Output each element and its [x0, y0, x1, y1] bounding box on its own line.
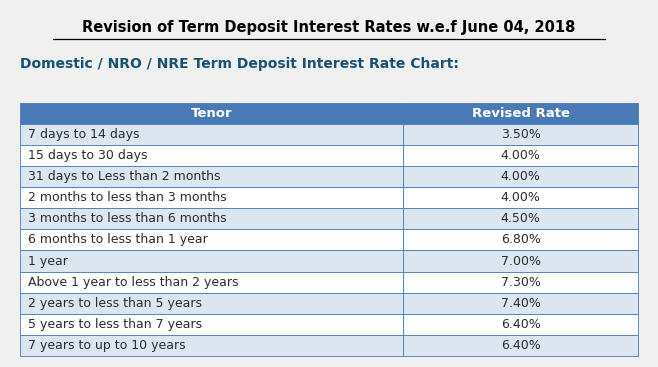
Text: 6 months to less than 1 year: 6 months to less than 1 year — [28, 233, 207, 246]
Text: 7 years to up to 10 years: 7 years to up to 10 years — [28, 339, 186, 352]
Text: Above 1 year to less than 2 years: Above 1 year to less than 2 years — [28, 276, 238, 288]
Text: 7.00%: 7.00% — [501, 255, 541, 268]
Text: 31 days to Less than 2 months: 31 days to Less than 2 months — [28, 170, 220, 183]
Text: 7 days to 14 days: 7 days to 14 days — [28, 128, 139, 141]
Text: 7.30%: 7.30% — [501, 276, 541, 288]
Text: 1 year: 1 year — [28, 255, 68, 268]
Text: 6.80%: 6.80% — [501, 233, 541, 246]
Text: 4.00%: 4.00% — [501, 170, 541, 183]
Text: 6.40%: 6.40% — [501, 318, 541, 331]
Text: Tenor: Tenor — [191, 107, 232, 120]
Text: Domestic / NRO / NRE Term Deposit Interest Rate Chart:: Domestic / NRO / NRE Term Deposit Intere… — [20, 57, 459, 71]
Text: 3 months to less than 6 months: 3 months to less than 6 months — [28, 212, 226, 225]
Text: 5 years to less than 7 years: 5 years to less than 7 years — [28, 318, 202, 331]
Text: 7.40%: 7.40% — [501, 297, 541, 310]
Text: 4.00%: 4.00% — [501, 191, 541, 204]
Text: 2 months to less than 3 months: 2 months to less than 3 months — [28, 191, 226, 204]
Text: 2 years to less than 5 years: 2 years to less than 5 years — [28, 297, 201, 310]
Text: Revised Rate: Revised Rate — [472, 107, 570, 120]
Text: 3.50%: 3.50% — [501, 128, 541, 141]
Text: 6.40%: 6.40% — [501, 339, 541, 352]
Text: 4.50%: 4.50% — [501, 212, 541, 225]
Text: 15 days to 30 days: 15 days to 30 days — [28, 149, 147, 162]
Text: Revision of Term Deposit Interest Rates w.e.f June 04, 2018: Revision of Term Deposit Interest Rates … — [82, 20, 576, 35]
Text: 4.00%: 4.00% — [501, 149, 541, 162]
